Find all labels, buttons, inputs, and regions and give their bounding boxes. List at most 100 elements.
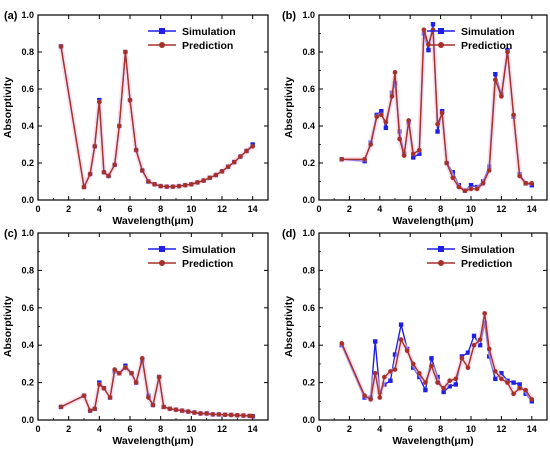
data-point [474,186,480,192]
data-point [468,186,474,192]
data-point [97,99,102,105]
legend-entry: Prediction [148,258,233,270]
data-point [465,365,471,370]
x-tick-label: 6 [127,424,132,434]
data-point [480,181,486,186]
series-prediction [339,310,535,402]
y-tick-label: 0.8 [21,47,34,57]
legend-marker [159,246,165,252]
legend-marker [159,42,165,48]
data-point [465,350,471,355]
data-point [398,337,404,342]
y-tick-label: 1.0 [302,10,315,20]
data-point [139,355,145,361]
data-point [471,333,477,339]
data-point [156,374,162,380]
x-tick-label: 6 [408,424,413,434]
x-tick-label: 0 [316,204,321,214]
data-point [388,369,393,374]
data-point [493,72,498,77]
data-point [179,408,185,413]
x-axis-title: Wavelength(μm) [112,215,193,227]
data-point [447,384,452,389]
series-prediction [339,27,535,194]
data-point [417,147,422,153]
y-tick-label: 0.8 [302,265,315,275]
data-point [116,370,122,376]
data-point [430,22,436,27]
data-point [505,49,510,55]
data-point [123,365,128,370]
data-point [392,352,398,357]
x-tick-label: 0 [316,424,321,434]
data-point [97,382,102,387]
data-point [195,180,200,185]
data-point [101,169,107,175]
data-point [468,183,474,188]
series-simulation [339,320,534,404]
legend-entry: Prediction [427,258,512,270]
data-point [383,125,389,131]
x-tick-label: 0 [35,424,40,434]
x-tick-label: 2 [347,204,352,214]
data-point [441,385,446,391]
legend-entry: Simulation [427,244,515,256]
x-tick-label: 2 [66,204,71,214]
data-point [241,413,246,418]
data-point [150,402,156,408]
data-point [231,159,237,165]
data-point [161,404,167,410]
data-point [423,380,428,385]
data-point [368,142,373,147]
data-point [146,179,151,184]
legend-entry: Prediction [148,40,233,52]
x-tick-label: 4 [97,204,102,214]
data-point [511,112,516,118]
data-point [444,160,449,166]
data-point [435,380,440,385]
x-tick-label: 8 [158,424,163,434]
data-point [383,120,389,125]
x-tick-label: 8 [158,204,163,214]
series-line [341,29,532,192]
data-point [92,406,98,412]
data-point [435,121,440,127]
data-point [417,151,422,156]
data-point [493,77,498,83]
chart-panel: (d) 0 2 4 6 8 10 12 14 0.0 0.2 0.4 0.6 0.8 1.0 Waveleng… [282,228,548,447]
y-tick-label: 0.8 [302,47,315,57]
series-prediction [58,355,255,419]
x-tick-label: 10 [466,204,476,214]
data-point [185,409,191,414]
data-point [207,175,213,181]
legend-label: Prediction [461,258,512,270]
data-point [517,382,522,387]
data-point [421,27,427,33]
data-point [101,385,107,391]
legend-marker [438,260,444,266]
x-tick-label: 2 [347,424,352,434]
data-point [410,361,416,367]
data-point [398,322,404,327]
data-point [401,153,407,158]
data-point [493,376,498,382]
data-point [201,178,206,183]
y-tick-label: 0.2 [302,378,315,388]
data-point [225,164,231,169]
data-point [123,49,128,55]
data-point [379,109,384,114]
data-point [511,380,516,385]
series-prediction [58,44,255,190]
data-point [250,413,255,419]
y-tick-label: 0.0 [21,195,34,205]
legend-marker [438,42,444,48]
x-tick-label: 8 [438,204,443,214]
data-point [219,169,225,174]
data-point [529,181,535,186]
data-point [523,387,529,393]
x-tick-label: 4 [97,424,102,434]
data-point [127,97,133,103]
x-tick-label: 10 [186,204,196,214]
data-point [339,341,345,346]
data-point [176,183,182,189]
